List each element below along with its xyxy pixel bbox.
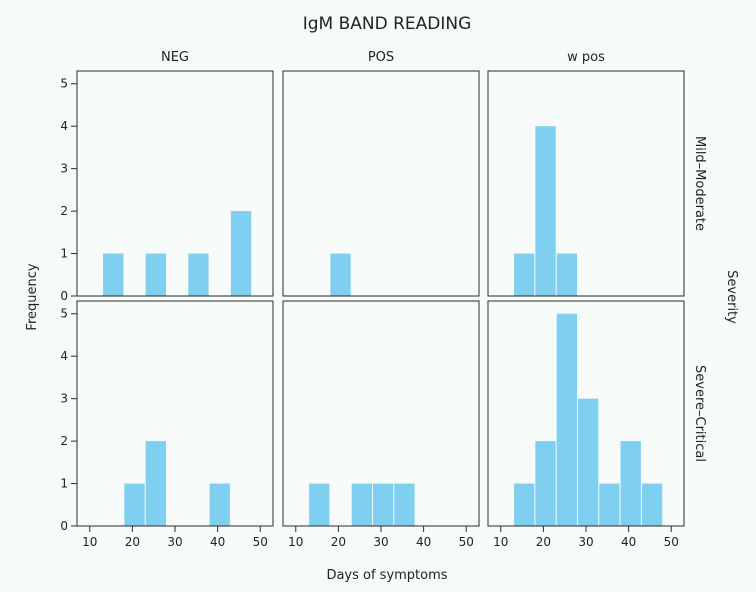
histogram-bar xyxy=(577,398,599,526)
histogram-bar xyxy=(556,313,577,526)
facet-panels: NEG POS w pos Mild–Moderate Severe–Critical 0… xyxy=(60,50,707,549)
x-tick-label: 30 xyxy=(167,535,182,549)
y-axis-label: Frequency xyxy=(25,263,40,330)
x-tick-label: 30 xyxy=(373,535,388,549)
chart-title: IgM BAND READING xyxy=(303,14,472,34)
histogram-bar xyxy=(309,483,330,526)
x-tick-label: 20 xyxy=(331,535,346,549)
panel-frame xyxy=(76,300,274,527)
histogram-bar xyxy=(209,483,230,526)
y-tick-label: 4 xyxy=(60,119,68,133)
y-tick-label: 5 xyxy=(60,77,68,91)
x-tick-label: 10 xyxy=(493,535,508,549)
row-facet-label: Severe–Critical xyxy=(692,365,707,462)
x-tick-label: 20 xyxy=(536,535,551,549)
x-tick-label: 40 xyxy=(416,535,431,549)
x-tick-label: 50 xyxy=(253,535,268,549)
x-axis-label: Days of symptoms xyxy=(326,568,447,583)
x-tick-label: 40 xyxy=(621,535,636,549)
x-tick-label: 10 xyxy=(82,535,97,549)
histogram-bar xyxy=(535,126,556,296)
histogram-bar xyxy=(188,253,209,296)
y-tick-label: 0 xyxy=(60,289,68,303)
x-tick-label: 50 xyxy=(459,535,474,549)
x-tick-label: 40 xyxy=(210,535,225,549)
y-tick-label: 0 xyxy=(60,519,68,533)
y-tick-label: 2 xyxy=(60,434,68,448)
histogram-bar xyxy=(124,483,145,526)
histogram-bar xyxy=(103,253,124,296)
histogram-bar xyxy=(351,483,372,526)
y-tick-label: 3 xyxy=(60,392,68,406)
column-facet-label: w pos xyxy=(567,50,605,65)
column-facet-label: POS xyxy=(368,50,394,65)
histogram-bar xyxy=(230,211,252,296)
panel-frame xyxy=(76,70,274,297)
x-tick-label: 30 xyxy=(578,535,593,549)
y-tick-label: 1 xyxy=(60,477,68,491)
histogram-bar xyxy=(514,253,535,296)
x-tick-label: 10 xyxy=(288,535,303,549)
histogram-bar xyxy=(641,483,663,526)
histogram-bar xyxy=(620,441,641,526)
histogram-bar xyxy=(372,483,394,526)
histogram-bar xyxy=(514,483,535,526)
row-facet-label: Mild–Moderate xyxy=(692,136,707,231)
histogram-bar xyxy=(599,483,620,526)
histogram-bar xyxy=(535,441,556,526)
panel-frame xyxy=(487,70,685,297)
y-tick-label: 2 xyxy=(60,204,68,218)
row-facet-title: Severity xyxy=(724,270,739,324)
histogram-bar xyxy=(556,253,577,296)
x-tick-label: 20 xyxy=(125,535,140,549)
histogram-bar xyxy=(145,441,166,526)
y-tick-label: 5 xyxy=(60,307,68,321)
y-tick-label: 1 xyxy=(60,247,68,261)
y-tick-label: 4 xyxy=(60,349,68,363)
column-facet-label: NEG xyxy=(161,50,189,65)
histogram-bar xyxy=(330,253,351,296)
y-tick-label: 3 xyxy=(60,162,68,176)
histogram-bar xyxy=(145,253,166,296)
x-tick-label: 50 xyxy=(664,535,679,549)
histogram-bar xyxy=(394,483,415,526)
panel-frame xyxy=(282,70,480,297)
